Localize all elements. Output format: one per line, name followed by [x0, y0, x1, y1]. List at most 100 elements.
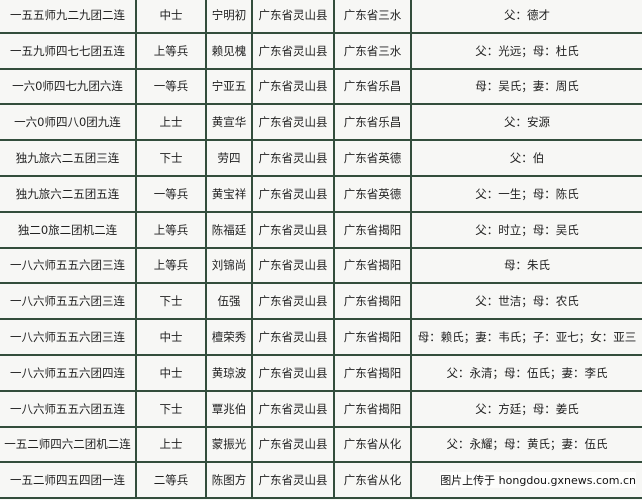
table-cell: 广东省灵山县: [253, 141, 335, 177]
cell-text: 广东省英德: [343, 151, 402, 166]
table-cell: 下士: [137, 284, 207, 321]
table-cell: 父：德才: [412, 0, 642, 34]
table-cell: 广东省三水: [335, 33, 412, 70]
cell-text: 中士: [159, 330, 183, 345]
table-cell: 一六0师四八0团九连: [0, 105, 137, 142]
table-cell: 父：方廷；母：姜氏: [412, 392, 642, 428]
cell-text: 广东省从化: [343, 473, 402, 488]
cell-text: 广东省灵山县: [258, 151, 328, 166]
cell-text: 广东省乐昌: [343, 115, 402, 130]
cell-text: 广东省灵山县: [258, 294, 328, 309]
table-cell: 广东省从化: [335, 427, 412, 464]
cell-text: 广东省灵山县: [258, 7, 328, 22]
cell-text: 广东省灵山县: [258, 79, 328, 94]
cell-text: 广东省揭阳: [343, 258, 402, 273]
table-cell: 广东省三水: [335, 0, 412, 34]
cell-text: 一八六师五五六团三连: [10, 258, 125, 273]
table-cell: 广东省灵山县: [253, 284, 335, 321]
table-cell: 上士: [137, 427, 207, 464]
table-cell: 一等兵: [137, 69, 207, 106]
table-cell: 一五五师九二九团二连: [0, 0, 137, 34]
table-cell: 广东省乐昌: [335, 69, 412, 106]
table-cell: 陈福廷: [207, 212, 253, 249]
cell-text: 劳四: [217, 151, 241, 166]
table-cell: 蒙振光: [207, 427, 253, 464]
cell-text: 一八六师五五六团五连: [10, 401, 125, 416]
cell-text: 上等兵: [153, 43, 189, 58]
cell-text: 广东省揭阳: [343, 294, 402, 309]
table-cell: 二等兵: [137, 463, 207, 500]
cell-text: 父：世洁；母：农氏: [475, 294, 579, 309]
table-cell: 赖见槐: [207, 33, 253, 70]
table-cell: 上等兵: [137, 248, 207, 285]
cell-text: 广东省灵山县: [258, 401, 328, 416]
table-cell: 一八六师五五六团三连: [0, 248, 137, 285]
cell-text: 赖见槐: [211, 43, 247, 58]
table-cell: 广东省揭阳: [335, 320, 412, 356]
table-cell: 独二0旅二团机二连: [0, 212, 137, 249]
cell-text: 一六0师四八0团九连: [14, 115, 121, 130]
table-cell: 上等兵: [137, 212, 207, 249]
cell-text: 一等兵: [153, 79, 189, 94]
table-cell: 一八六师五五六团五连: [0, 391, 137, 428]
table-cell: 广东省灵山县: [253, 248, 335, 285]
cell-text: 檀荣秀: [211, 330, 247, 345]
table-cell: 广东省灵山县: [253, 427, 335, 464]
table-cell: 下士: [137, 141, 207, 177]
cell-text: 父：德才: [504, 7, 550, 22]
table-cell: 父：伯: [412, 141, 642, 177]
cell-text: 广东省灵山县: [258, 258, 328, 273]
table-cell: 广东省英德: [335, 141, 412, 177]
cell-text: 下士: [159, 401, 183, 416]
cell-text: 母：赖氏；妻：韦氏；子：亚七；女：亚三: [417, 330, 637, 345]
table-cell: 宁亚五: [207, 69, 253, 106]
cell-text: 黄宝祥: [211, 186, 247, 201]
cell-text: 黄宣华: [211, 115, 247, 130]
cell-text: 父：一生；母：陈氏: [475, 186, 579, 201]
cell-text: 父：永耀；母：黄氏；妻：伍氏: [446, 437, 608, 452]
table-cell: 广东省揭阳: [335, 212, 412, 249]
cell-text: 二等兵: [153, 473, 189, 488]
cell-text: 广东省灵山县: [258, 186, 328, 201]
cell-text: 父：伯: [509, 151, 545, 166]
cell-text: 母：吴氏；妻：周氏: [475, 79, 579, 94]
table-cell: 一五二师四五四团一连: [0, 463, 137, 500]
table-cell: 广东省揭阳: [335, 391, 412, 428]
cell-text: 广东省灵山县: [258, 115, 328, 130]
cell-text: 黄琼波: [211, 365, 247, 380]
cell-text: 覃兆伯: [211, 401, 247, 416]
table-cell: 独九旅六二五团五连: [0, 177, 137, 213]
table-cell: 广东省灵山县: [253, 212, 335, 249]
cell-text: 上等兵: [153, 258, 189, 273]
table-cell: 母：吴氏；妻：周氏: [412, 70, 642, 106]
cell-text: 广东省揭阳: [343, 222, 402, 237]
table-cell: 覃兆伯: [207, 391, 253, 428]
cell-text: 父：时立；母：吴氏: [475, 222, 579, 237]
cell-text: 下士: [159, 151, 183, 166]
cell-text: 广东省灵山县: [258, 222, 328, 237]
cell-text: 独九旅六二五团五连: [15, 186, 120, 201]
table-cell: 一五九师四七七团五连: [0, 33, 137, 70]
table-cell: 父：世洁；母：农氏: [412, 284, 642, 321]
cell-text: 广东省灵山县: [258, 365, 328, 380]
cell-text: 一八六师五五六团三连: [10, 330, 125, 345]
cell-text: 广东省揭阳: [343, 365, 402, 380]
table-cell: 一等兵: [137, 177, 207, 213]
table-cell: 上等兵: [137, 33, 207, 70]
table-cell: 伍强: [207, 284, 253, 321]
cell-text: 一八六师五五六团四连: [10, 365, 125, 380]
table-cell: 中士: [137, 356, 207, 392]
table-cell: 一八六师五五六团四连: [0, 356, 137, 392]
table-cell: 父：时立；母：吴氏: [412, 213, 642, 249]
cell-text: 父：方廷；母：姜氏: [475, 401, 579, 416]
table-cell: 父：永耀；母：黄氏；妻：伍氏: [412, 428, 642, 464]
cell-text: 母：朱氏: [504, 258, 550, 273]
table-cell: 广东省英德: [335, 177, 412, 213]
cell-text: 广东省灵山县: [258, 43, 328, 58]
cell-text: 独二0旅二团机二连: [17, 222, 118, 237]
cell-text: 陈图方: [211, 473, 247, 488]
table-cell: 黄琼波: [207, 356, 253, 392]
table-cell: 广东省揭阳: [335, 248, 412, 285]
table-cell: 广东省揭阳: [335, 356, 412, 392]
table-cell: 母：朱氏: [412, 249, 642, 285]
